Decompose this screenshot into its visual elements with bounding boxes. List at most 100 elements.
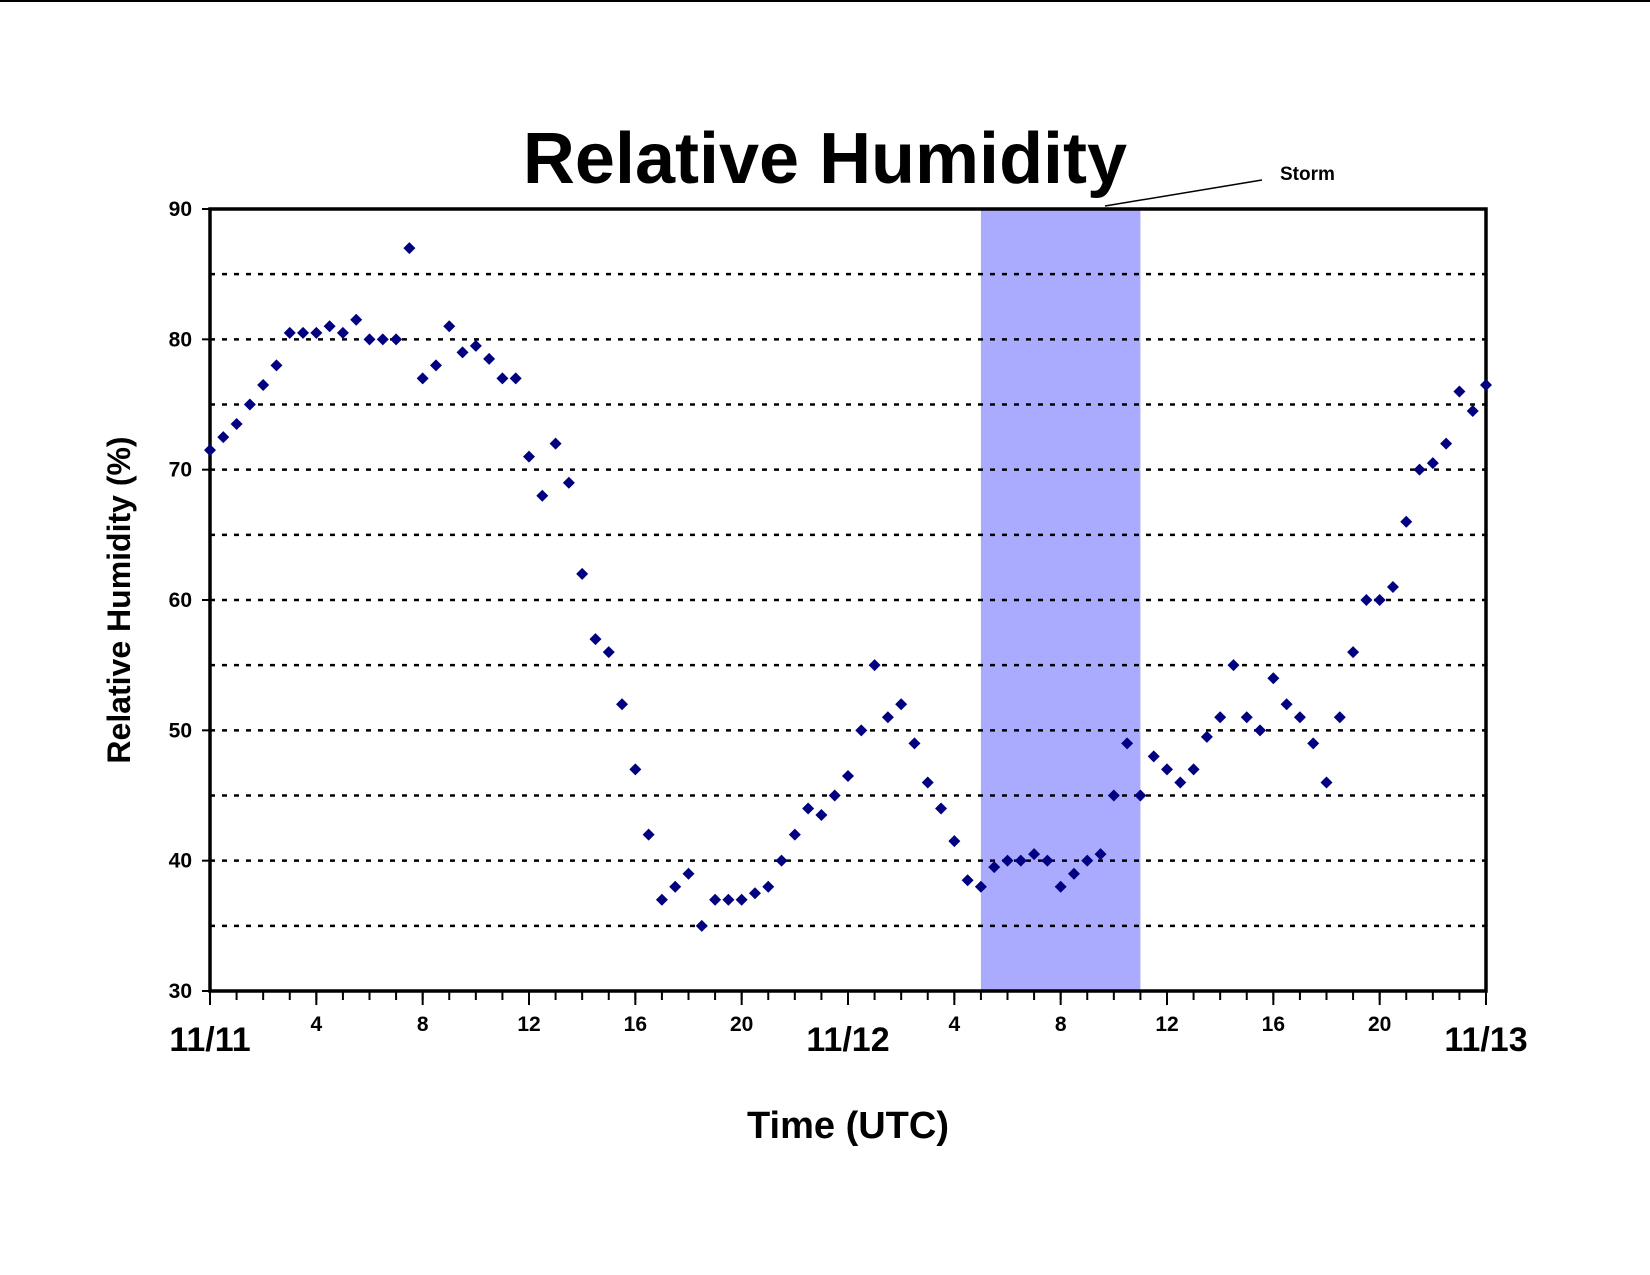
x-tick-label: 8 <box>1055 1013 1067 1036</box>
data-point <box>376 333 389 346</box>
data-point <box>655 893 668 906</box>
data-point <box>1081 854 1094 867</box>
data-point <box>709 893 722 906</box>
data-point <box>815 809 828 822</box>
data-point <box>243 398 256 411</box>
data-point <box>523 450 535 463</box>
data-point <box>1067 867 1080 880</box>
data-point <box>562 476 575 489</box>
data-point <box>1121 737 1134 750</box>
data-point <box>1360 594 1373 606</box>
y-tick-label: 50 <box>169 719 192 742</box>
data-point <box>1254 724 1267 737</box>
data-point <box>921 776 934 789</box>
data-point <box>1426 457 1439 470</box>
data-point <box>1267 672 1280 685</box>
data-point <box>204 444 216 457</box>
data-point <box>1293 711 1306 724</box>
data-point <box>323 320 336 333</box>
data-point <box>390 333 403 346</box>
data-point <box>1187 763 1200 776</box>
data-point <box>1280 698 1293 711</box>
data-point <box>336 326 349 339</box>
data-point <box>443 320 456 333</box>
data-point <box>1400 515 1413 528</box>
y-tick-label: 80 <box>169 328 192 351</box>
x-tick-label: 16 <box>624 1013 647 1036</box>
data-point <box>230 418 243 431</box>
data-point <box>868 659 881 672</box>
data-point <box>855 724 868 737</box>
data-point <box>788 828 801 841</box>
data-point <box>496 372 509 385</box>
data-point <box>629 763 642 776</box>
data-point <box>310 326 323 339</box>
data-point <box>735 893 748 906</box>
y-tick-label: 70 <box>169 459 192 482</box>
chart-title: Relative Humidity <box>523 119 1127 199</box>
x-tick-label: 16 <box>1262 1013 1285 1036</box>
y-axis-label: Relative Humidity (%) <box>101 436 137 763</box>
x-tick-label: 12 <box>517 1013 540 1036</box>
data-point <box>642 828 655 841</box>
x-date-label: 11/12 <box>806 1021 889 1059</box>
data-point <box>1054 880 1067 893</box>
data-point <box>1214 711 1227 724</box>
data-point <box>536 489 549 502</box>
y-tick-label: 30 <box>169 980 192 1003</box>
data-point <box>762 880 775 893</box>
data-point <box>695 919 708 932</box>
data-point <box>429 359 442 372</box>
data-point <box>842 769 854 782</box>
x-date-label: 11/11 <box>169 1021 250 1059</box>
data-point <box>1480 378 1492 391</box>
data-point <box>416 372 429 385</box>
data-point <box>1347 646 1360 659</box>
y-tick-label: 60 <box>169 589 192 612</box>
data-point <box>669 880 682 893</box>
data-point <box>1200 730 1213 743</box>
data-point <box>1014 854 1027 867</box>
data-point <box>549 437 562 450</box>
data-point <box>1147 750 1160 763</box>
data-point <box>270 359 283 372</box>
data-point <box>828 789 841 802</box>
x-tick-label: 12 <box>1155 1013 1178 1036</box>
data-point <box>935 802 948 815</box>
data-point <box>1307 737 1320 750</box>
data-point <box>1001 854 1014 867</box>
data-point <box>881 711 894 724</box>
data-point <box>283 326 296 339</box>
data-point <box>483 352 496 365</box>
data-point <box>802 802 815 815</box>
data-point <box>1333 711 1346 724</box>
data-point <box>257 378 270 391</box>
x-tick-label: 4 <box>310 1013 322 1036</box>
data-point <box>616 698 629 711</box>
data-point <box>1041 854 1054 867</box>
data-point <box>469 339 482 352</box>
y-tick-label: 40 <box>169 850 192 873</box>
x-date-label: 11/13 <box>1444 1021 1527 1059</box>
data-point <box>908 737 921 750</box>
data-point <box>1161 763 1173 776</box>
data-point <box>1466 405 1479 418</box>
data-point <box>748 887 761 900</box>
data-point <box>948 835 961 848</box>
data-point <box>1094 848 1107 861</box>
data-point <box>363 333 376 346</box>
x-tick-label: 20 <box>730 1013 753 1036</box>
data-point <box>1174 776 1187 789</box>
data-point <box>1028 848 1041 861</box>
data-point <box>682 867 695 880</box>
annotation-text: Storm <box>1280 164 1335 185</box>
data-point <box>589 633 602 646</box>
data-point <box>1320 776 1333 789</box>
data-point <box>974 880 987 893</box>
data-point <box>988 861 1001 874</box>
data-point <box>1440 437 1453 450</box>
data-point <box>1134 789 1147 802</box>
data-point <box>722 893 735 906</box>
data-point <box>297 326 310 339</box>
